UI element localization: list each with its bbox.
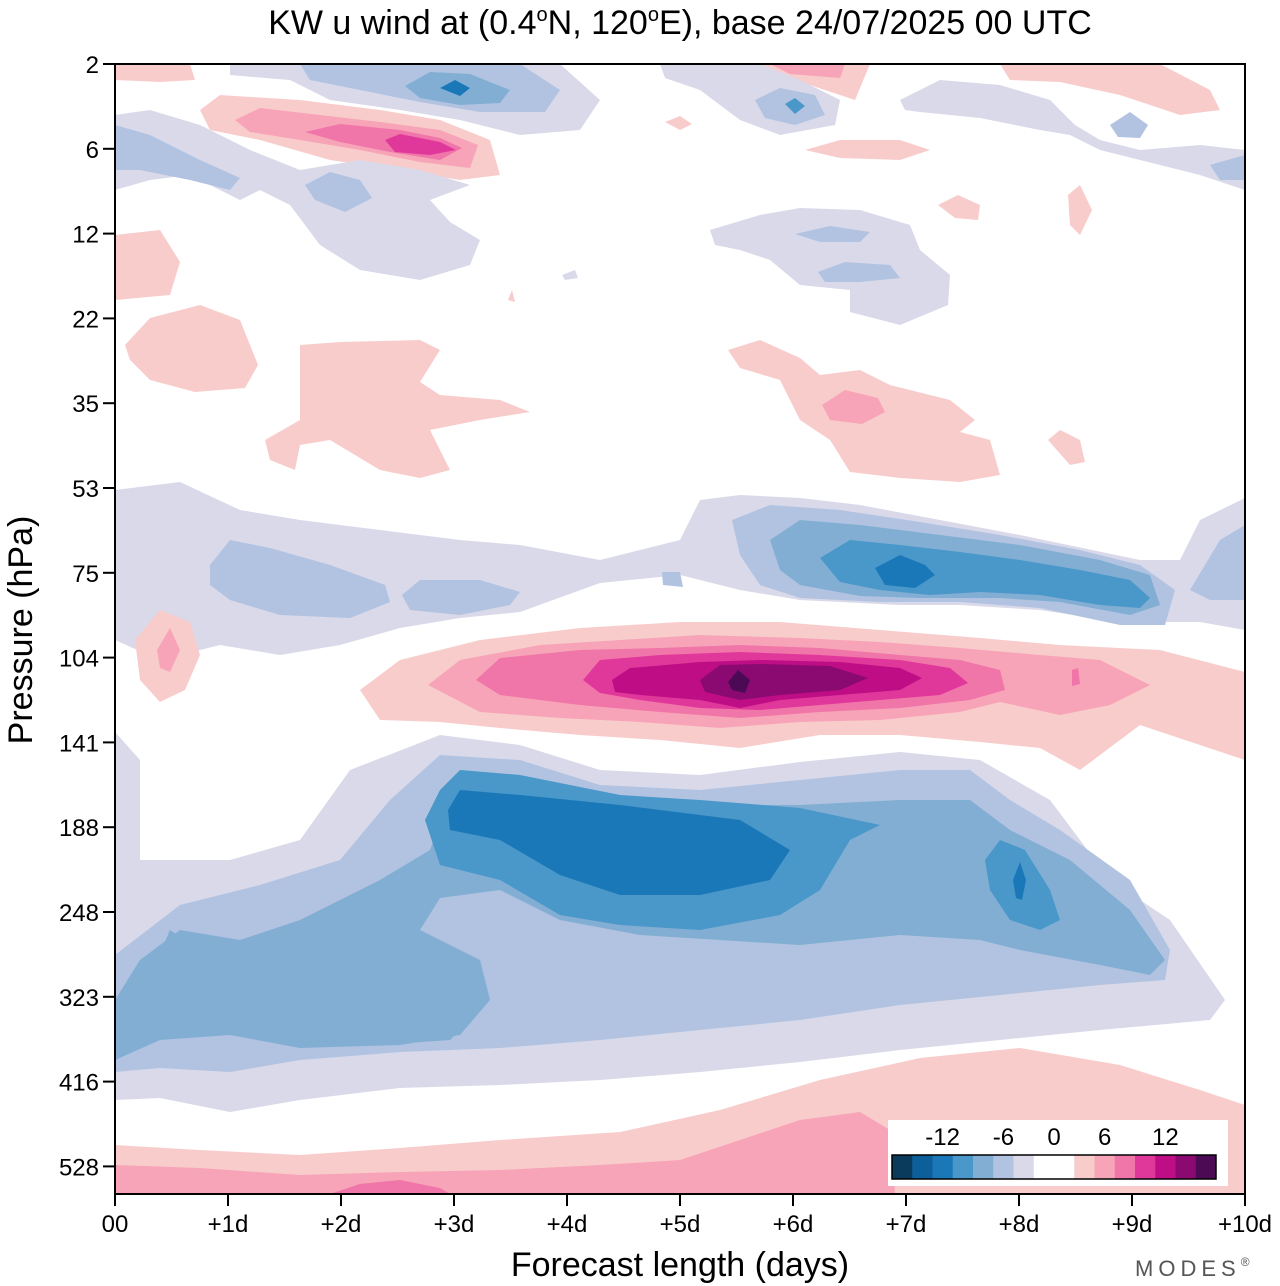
colorbar-swatch (993, 1155, 1014, 1179)
x-tick-label: +8d (999, 1211, 1040, 1238)
colorbar-swatch (1074, 1155, 1095, 1179)
contour-pos-2-mid-speck (508, 290, 515, 302)
colorbar-tick-label: 0 (1047, 1124, 1060, 1151)
contour-pos-6-small (1072, 668, 1080, 686)
y-tick-label: 323 (59, 985, 99, 1012)
contour-neg-4-upper-band-left (210, 540, 390, 618)
y-tick-label: 75 (72, 561, 99, 588)
colorbar-swatch (1195, 1155, 1217, 1179)
x-tick-label: +5d (660, 1211, 701, 1238)
contour-pos-2-top-mid (805, 140, 930, 160)
contour-pos-4-strat-right (822, 390, 885, 424)
colorbar-tick-label: -6 (993, 1124, 1014, 1151)
y-axis: 2 6 12 22 35 53 75 104 141 188 248 323 416 528 (59, 52, 115, 1181)
colorbar-swatch (912, 1155, 933, 1179)
colorbar-swatch (973, 1155, 994, 1179)
contour-pos-2-strat-left2 (125, 305, 258, 392)
x-tick-label: 00 (102, 1211, 129, 1238)
colorbar-swatch (932, 1155, 954, 1179)
contour-pos-8-top-band (385, 134, 456, 155)
contour-neg-4-far-right (1110, 112, 1148, 138)
colorbar-tick-label: -12 (925, 1124, 960, 1151)
contour-pos-2-top-left (115, 64, 195, 82)
colorbar-swatch (1114, 1155, 1136, 1179)
y-axis-label: Pressure (hPa) (2, 516, 40, 745)
contour-pos-2-strat-left (115, 230, 180, 300)
x-tick-label: +4d (547, 1211, 588, 1238)
contour-neg-2-top-left (115, 110, 480, 280)
contour-pos-14-band (728, 670, 750, 693)
contour-neg-8-lower-left (140, 930, 220, 1015)
contour-neg-4-upper-band-edge (1190, 525, 1245, 600)
contour-neg-4-mid-right (795, 226, 870, 242)
contour-pos-2-strat-mid (265, 340, 530, 478)
chart-title: KW u wind at (0.4oN, 120oE), base 24/07/… (268, 4, 1092, 42)
x-tick-label: +2d (321, 1211, 362, 1238)
contour-pos-2-strat-small3 (1068, 185, 1092, 235)
x-tick-label: +6d (773, 1211, 814, 1238)
colorbar-swatch (1155, 1155, 1176, 1179)
contour-neg-2-upper-band (115, 482, 1245, 660)
y-tick-label: 22 (72, 306, 99, 333)
y-tick-label: 248 (59, 900, 99, 927)
contour-neg-4-top-left2 (305, 172, 372, 212)
colorbar-swatch (892, 1155, 913, 1179)
colorbar-swatch (1175, 1155, 1197, 1179)
x-tick-label: +3d (434, 1211, 475, 1238)
x-tick-label: +7d (886, 1211, 927, 1238)
y-tick-label: 2 (86, 52, 99, 79)
contour-pos-2-strat-small (1048, 430, 1085, 465)
y-tick-label: 528 (59, 1154, 99, 1181)
contour-neg-12-right-lobe (1013, 862, 1026, 900)
contour-pos-4-left-oval (157, 628, 180, 672)
colorbar-swatch (1135, 1155, 1156, 1179)
contour-neg-2-far-right (900, 80, 1245, 190)
contour-pos-4-surface (115, 1112, 895, 1194)
y-tick-label: 104 (59, 646, 99, 673)
contour-neg-2-small-patch (662, 572, 683, 587)
contour-neg-10-upper-band (875, 555, 935, 588)
y-tick-label: 416 (59, 1070, 99, 1097)
contour-neg-2-mid-right (710, 208, 950, 325)
contour-neg-4-top-left (115, 125, 240, 190)
colorbar-swatch (1054, 1155, 1075, 1179)
x-tick-label: +10d (1218, 1211, 1272, 1238)
contour-neg-4-upper-band-mid (402, 580, 520, 615)
contour-neg-4-far-right2 (1210, 155, 1245, 180)
contour-neg-10-top-mid (440, 80, 470, 96)
y-tick-label: 35 (72, 391, 99, 418)
x-axis: 00 +1d +2d +3d +4d +5d +6d +7d +8d +9d +10d (102, 1194, 1272, 1238)
y-tick-label: 12 (72, 222, 99, 249)
y-tick-label: 53 (72, 476, 99, 503)
contour-pos-2-top-right2 (1000, 64, 1220, 115)
colorbar-swatch (1033, 1155, 1055, 1179)
contour-neg-10-core (448, 790, 790, 895)
x-tick-label: +9d (1112, 1211, 1153, 1238)
y-tick-label: 141 (59, 730, 99, 757)
y-tick-label: 6 (86, 137, 99, 164)
colorbar-frame (891, 1154, 1217, 1180)
x-axis-label: Forecast length (days) (511, 1246, 849, 1284)
x-tick-label: +1d (208, 1211, 249, 1238)
plot-area (114, 63, 1246, 1195)
contour-neg-6-lower-left (235, 925, 480, 1045)
colorbar-tick-label: 6 (1098, 1124, 1111, 1151)
y-tick-label: 188 (59, 815, 99, 842)
contour-pos-4-top-right (770, 64, 845, 78)
contour-pos-2-strat-small2 (938, 195, 980, 220)
contour-neg-4-mid-right2 (818, 262, 900, 282)
contour-pos-6-surface (330, 1180, 450, 1194)
colorbar-swatch (952, 1155, 974, 1179)
colorbar-swatch (1013, 1155, 1035, 1179)
colorbar: -12 -6 0 6 12 (888, 1120, 1228, 1186)
colorbar-tick-label: 12 (1152, 1124, 1179, 1151)
contour-pos-2-top-speck (665, 116, 692, 130)
modes-logo: MODES® (1135, 1255, 1255, 1281)
colorbar-swatch (1094, 1155, 1116, 1179)
contour-neg-2-mid-speck (562, 270, 578, 280)
contour-neg-8-top-right (785, 98, 805, 114)
